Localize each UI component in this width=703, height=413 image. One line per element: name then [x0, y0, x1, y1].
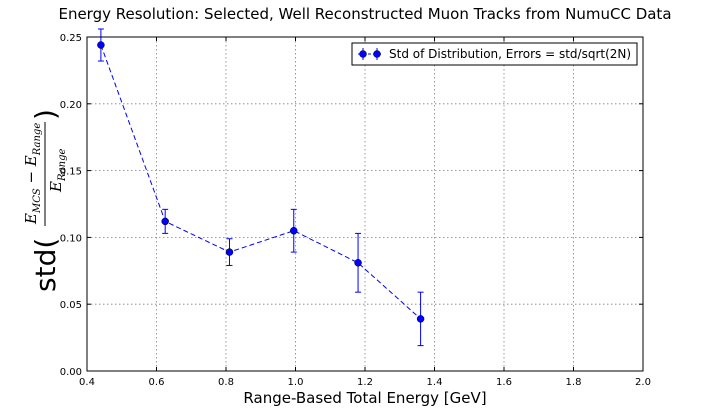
y-axis-label: std( EMCS − ERange ERange )	[22, 109, 68, 292]
ticks: 0.4 0.6 0.8 1.0 1.2 1.4 1.6 1.8 2.0 0.00 0.05 0.10 0…	[60, 33, 651, 388]
data-point	[161, 217, 169, 226]
grid	[87, 37, 643, 371]
legend-box	[351, 42, 638, 66]
data-point	[290, 226, 298, 235]
x-tick-label: 0.8	[218, 377, 234, 388]
y-tick-label: 0.00	[60, 367, 82, 378]
legend-marker	[358, 48, 382, 60]
data-point	[354, 259, 362, 267]
x-axis-label: Range-Based Total Energy [GeV]	[243, 389, 486, 407]
plot-area	[86, 36, 644, 372]
x-tick-label: 0.6	[149, 377, 165, 388]
y-tick-label: 0.25	[60, 33, 82, 44]
x-tick-label: 1.0	[288, 377, 304, 388]
y-tick-label: 0.10	[60, 233, 82, 244]
series-layer	[97, 28, 425, 347]
legend-label: Std of Distribution, Errors = std/sqrt(2…	[389, 47, 631, 61]
x-tick-label: 1.2	[357, 377, 373, 388]
data-point	[416, 315, 425, 323]
series-line	[100, 44, 421, 320]
x-tick-label: 1.6	[496, 377, 512, 388]
x-tick-label: 0.4	[79, 377, 95, 388]
y-label-func: std(	[29, 238, 62, 292]
y-label-denominator: ERange	[47, 148, 68, 193]
y-tick-label: 0.20	[60, 100, 82, 111]
chart-title: Energy Resolution: Selected, Well Recons…	[58, 5, 671, 23]
y-label-close: )	[29, 109, 62, 120]
y-tick-label: 0.15	[60, 167, 82, 178]
x-tick-label: 1.4	[427, 377, 443, 388]
x-tick-label: 1.8	[566, 377, 582, 388]
legend: Std of Distribution, Errors = std/sqrt(2…	[351, 42, 638, 66]
x-tick-label: 2.0	[635, 377, 651, 388]
legend-dot	[373, 50, 381, 58]
data-point	[225, 248, 234, 256]
y-label-numerator: EMCS − ERange	[22, 123, 43, 225]
y-tick-label: 0.05	[60, 300, 82, 311]
legend-dot	[359, 50, 367, 58]
data-point	[97, 41, 105, 49]
